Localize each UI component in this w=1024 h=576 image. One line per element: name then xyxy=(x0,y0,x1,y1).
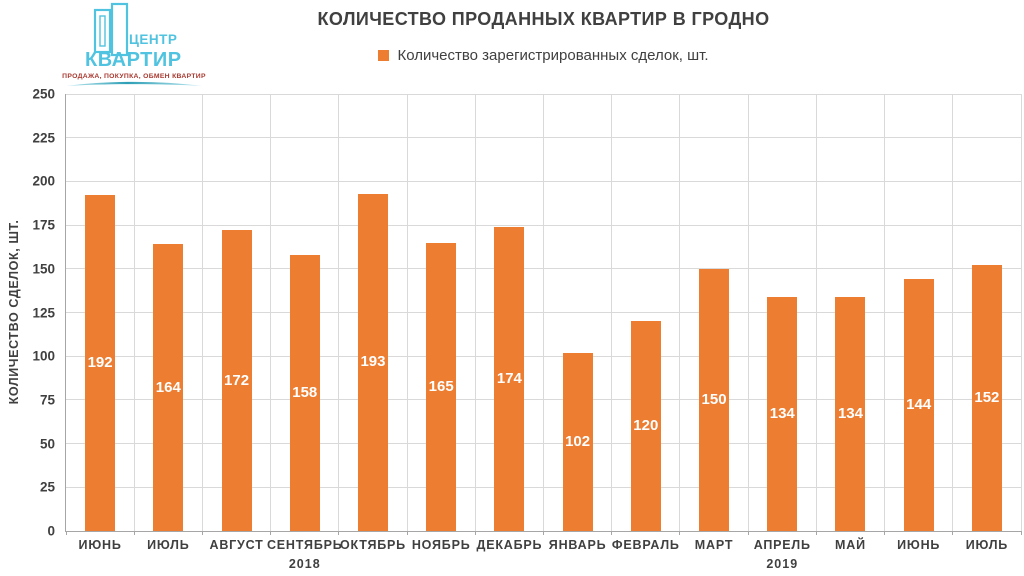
legend-label: Количество зарегистрированных сделок, шт… xyxy=(397,47,709,64)
y-tick-label: 250 xyxy=(32,86,55,102)
x-gridline xyxy=(952,94,954,531)
bar-value-label: 150 xyxy=(701,390,727,408)
logo-tagline: ПРОДАЖА, ПОКУПКА, ОБМЕН КВАРТИР xyxy=(62,73,206,80)
x-tick-label: ФЕВРАЛЬ xyxy=(611,538,680,552)
bar xyxy=(630,321,661,531)
x-gridline xyxy=(474,94,476,531)
bar xyxy=(699,268,730,531)
x-gridline xyxy=(815,94,817,531)
bar xyxy=(289,254,320,531)
x-gridline xyxy=(201,94,203,531)
x-tick-label: МАЙ xyxy=(835,538,866,552)
bar xyxy=(357,193,388,531)
bar-value-label: 192 xyxy=(87,354,113,372)
x-tick-label: МАРТ xyxy=(694,538,734,552)
x-axis-tick xyxy=(406,531,408,535)
bar xyxy=(494,226,525,531)
x-tick-label: ИЮЛЬ xyxy=(147,538,190,552)
y-tick-label: 150 xyxy=(32,261,55,277)
x-tick-label: ЯНВАРЬ xyxy=(548,538,607,552)
x-tick-label: АПРЕЛЬ xyxy=(753,538,811,552)
bar-value-label: 193 xyxy=(360,353,386,371)
bar xyxy=(221,230,252,531)
bar-value-label: 134 xyxy=(837,404,863,422)
x-axis-tick xyxy=(65,531,67,535)
year-label: 2018 xyxy=(288,557,321,571)
bar-value-label: 174 xyxy=(496,369,522,387)
bar xyxy=(767,296,798,531)
chart-legend: Количество зарегистрированных сделок, шт… xyxy=(66,47,1021,64)
x-gridline xyxy=(611,94,613,531)
y-tick-label: 125 xyxy=(32,305,55,320)
bar-value-label: 172 xyxy=(224,371,250,389)
x-axis-tick xyxy=(679,531,681,535)
x-axis-tick xyxy=(884,531,886,535)
bar-value-label: 134 xyxy=(769,404,795,422)
bar-value-label: 164 xyxy=(155,378,181,396)
x-tick-label: ДЕКАБРЬ xyxy=(476,538,543,552)
bar-value-label: 158 xyxy=(292,383,318,401)
company-logo: ЦЕНТР КВАРТИР ПРОДАЖА, ПОКУПКА, ОБМЕН КВ… xyxy=(58,0,210,92)
bar-value-label: 152 xyxy=(974,389,1000,407)
bar xyxy=(971,265,1002,531)
x-gridline xyxy=(747,94,749,531)
x-gridline xyxy=(1020,94,1022,531)
buildings-icon xyxy=(93,2,129,57)
logo-brand-top: ЦЕНТР xyxy=(129,32,177,47)
x-gridline xyxy=(406,94,408,531)
x-axis-tick xyxy=(133,531,135,535)
x-axis-tick xyxy=(747,531,749,535)
y-tick-label: 200 xyxy=(32,173,55,189)
x-axis-tick xyxy=(952,531,954,535)
x-gridline xyxy=(543,94,544,531)
y-tick-label: 25 xyxy=(39,479,55,495)
x-tick-label: ОКТЯБРЬ xyxy=(339,538,406,552)
x-axis-tick xyxy=(270,531,272,535)
x-gridline xyxy=(133,94,135,531)
x-axis-tick xyxy=(474,531,476,535)
x-axis-tick xyxy=(201,531,203,535)
x-gridline xyxy=(884,94,886,531)
logo-graphic: ЦЕНТР КВАРТИР ПРОДАЖА, ПОКУПКА, ОБМЕН КВ… xyxy=(62,2,206,86)
x-tick-label: АВГУСТ xyxy=(209,538,264,552)
x-gridline xyxy=(270,94,272,531)
x-axis-tick xyxy=(1020,531,1022,535)
bar xyxy=(85,195,116,531)
y-tick-label: 100 xyxy=(32,348,55,364)
bar-value-label: 165 xyxy=(428,377,454,395)
x-tick-label: СЕНТЯБРЬ xyxy=(266,538,343,552)
logo-swoosh xyxy=(66,81,202,86)
x-tick-label: ИЮНЬ xyxy=(897,538,941,552)
x-tick-label: ИЮЛЬ xyxy=(965,538,1009,552)
x-axis-tick xyxy=(611,531,613,535)
y-tick-label: 175 xyxy=(32,217,55,233)
legend-swatch-icon xyxy=(378,50,390,61)
x-axis-tick xyxy=(815,531,817,535)
y-tick-label: 225 xyxy=(32,130,55,146)
bar xyxy=(153,244,184,531)
year-label: 2019 xyxy=(766,557,799,571)
x-tick-label: НОЯБРЬ xyxy=(411,538,471,552)
bar-value-label: 144 xyxy=(906,396,932,414)
bar xyxy=(426,242,457,531)
bar-value-label: 102 xyxy=(565,432,591,450)
bar-value-label: 120 xyxy=(633,417,659,435)
logo-brand-bottom: КВАРТИР xyxy=(85,49,182,71)
x-axis-line xyxy=(64,530,1021,532)
y-axis-line xyxy=(64,94,66,531)
x-tick-label: ИЮНЬ xyxy=(78,538,122,552)
x-gridline xyxy=(338,94,340,531)
bar xyxy=(903,279,934,531)
y-tick-label: 75 xyxy=(39,392,55,408)
x-axis-tick xyxy=(543,531,544,535)
y-tick-label: 50 xyxy=(39,436,55,452)
y-tick-label: 0 xyxy=(47,523,55,539)
bar xyxy=(835,296,866,531)
x-axis-tick xyxy=(338,531,340,535)
x-gridline xyxy=(679,94,681,531)
bar xyxy=(562,352,593,531)
chart-title: КОЛИЧЕСТВО ПРОДАННЫХ КВАРТИР В ГРОДНО xyxy=(317,9,770,29)
